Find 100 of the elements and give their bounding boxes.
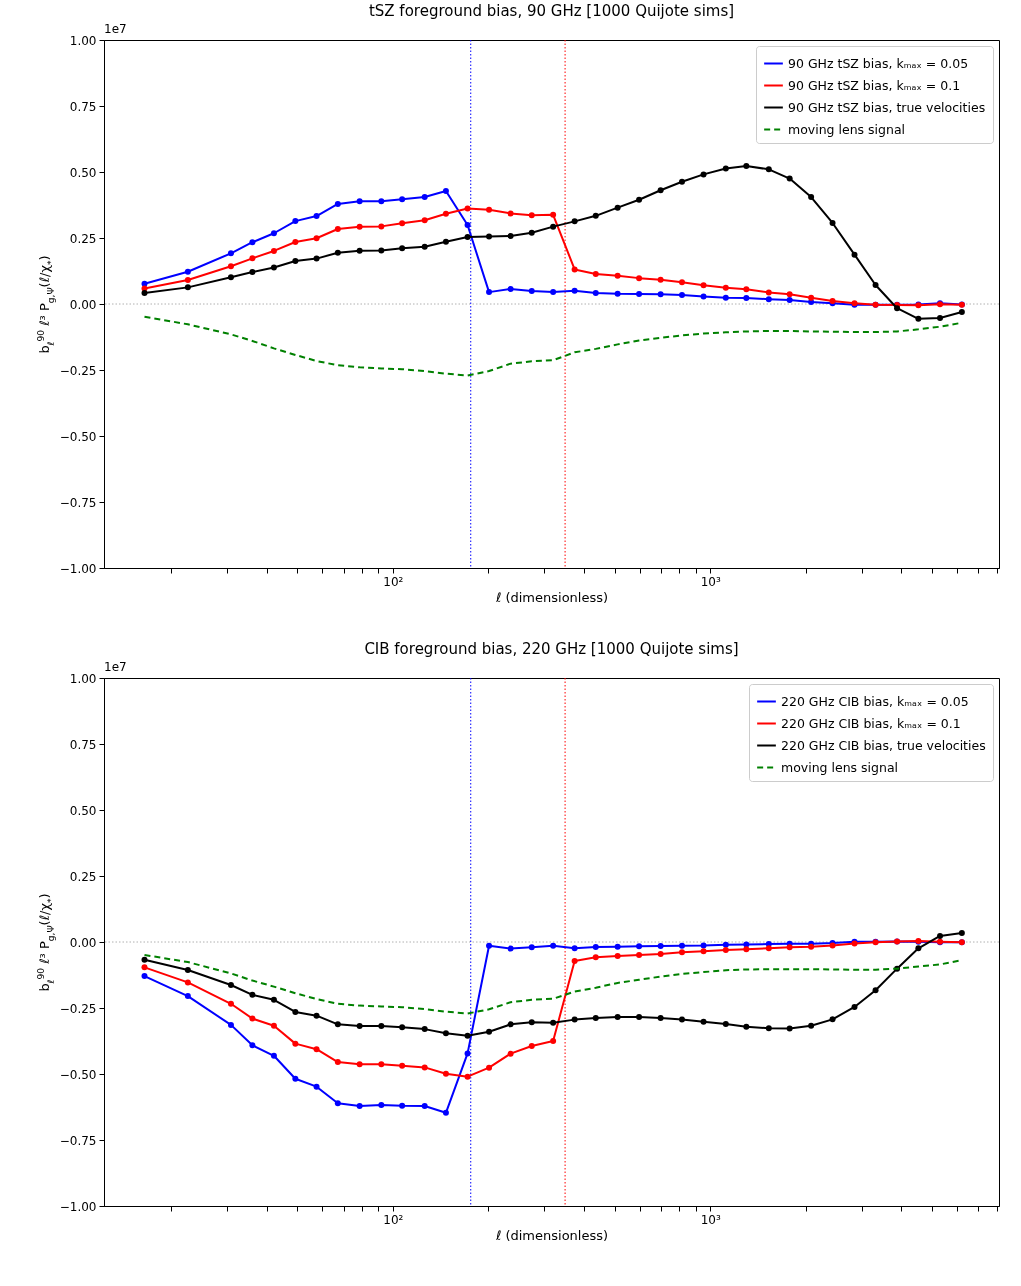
point xyxy=(486,233,493,240)
point xyxy=(614,204,621,211)
point xyxy=(743,941,750,948)
point xyxy=(592,270,599,277)
point xyxy=(528,229,535,236)
text: 1e7 xyxy=(104,22,127,36)
point xyxy=(249,1042,256,1049)
point xyxy=(657,950,664,957)
point xyxy=(829,219,836,226)
y-tick-label: 0.25 xyxy=(69,231,97,246)
point xyxy=(399,1062,406,1069)
point xyxy=(571,945,578,952)
point xyxy=(937,315,944,321)
point xyxy=(486,206,493,213)
point xyxy=(571,218,578,225)
point xyxy=(292,218,299,225)
point xyxy=(421,1064,428,1071)
point xyxy=(743,286,750,293)
point xyxy=(657,942,664,949)
point xyxy=(765,166,772,173)
point xyxy=(249,255,256,262)
point xyxy=(313,255,320,262)
legend-label: moving lens signal xyxy=(781,759,899,775)
point xyxy=(507,285,514,292)
x-axis-title: ℓ (dimensionless) xyxy=(494,589,609,605)
point xyxy=(571,1016,578,1023)
point xyxy=(378,223,385,230)
point xyxy=(614,1013,621,1020)
point xyxy=(722,294,729,301)
point xyxy=(915,945,922,952)
point xyxy=(808,294,815,301)
point xyxy=(592,954,599,961)
y-tick-label: 0.75 xyxy=(69,737,97,752)
point xyxy=(765,1025,772,1032)
point xyxy=(313,1046,320,1053)
point xyxy=(442,1070,449,1077)
point xyxy=(442,210,449,217)
point xyxy=(786,944,793,951)
point xyxy=(292,1075,299,1082)
point xyxy=(399,196,406,203)
point xyxy=(872,987,879,994)
y-tick-label: −0.50 xyxy=(59,429,97,444)
point xyxy=(507,232,514,239)
point xyxy=(550,211,557,218)
point xyxy=(249,239,256,246)
point xyxy=(421,194,428,201)
point xyxy=(636,943,643,950)
legend-label: 90 GHz tSZ bias, kₘₐₓ = 0.1 xyxy=(788,77,961,93)
point xyxy=(249,269,256,276)
legend-label: 90 GHz tSZ bias, kₘₐₓ = 0.05 xyxy=(788,55,969,71)
point xyxy=(399,1024,406,1031)
point xyxy=(270,247,277,254)
point xyxy=(399,220,406,227)
point xyxy=(399,245,406,252)
point xyxy=(486,1064,493,1071)
point xyxy=(743,294,750,301)
point xyxy=(722,941,729,948)
point xyxy=(292,257,299,264)
point xyxy=(743,946,750,953)
point xyxy=(464,222,471,229)
point xyxy=(464,1073,471,1080)
point xyxy=(958,930,965,937)
point xyxy=(270,1022,277,1029)
point xyxy=(421,1026,428,1033)
point xyxy=(937,932,944,939)
point xyxy=(486,942,493,949)
point xyxy=(334,1100,341,1107)
x-axis-title: ℓ (dimensionless) xyxy=(494,1227,609,1243)
point xyxy=(636,290,643,297)
point xyxy=(334,249,341,256)
point xyxy=(786,175,793,182)
y-tick-label: −1.00 xyxy=(59,561,97,576)
point xyxy=(722,946,729,953)
point xyxy=(571,266,578,273)
point xyxy=(851,1003,858,1010)
point xyxy=(592,1015,599,1022)
point xyxy=(592,944,599,951)
point xyxy=(356,1061,363,1068)
point xyxy=(249,991,256,998)
point xyxy=(356,247,363,254)
point xyxy=(786,297,793,304)
y-tick-label: 0.00 xyxy=(69,935,97,950)
point xyxy=(399,1102,406,1109)
point xyxy=(528,212,535,219)
y-tick-label: 0.50 xyxy=(69,165,97,180)
point xyxy=(678,178,685,185)
point xyxy=(442,1109,449,1116)
point xyxy=(765,945,772,952)
point xyxy=(378,198,385,205)
point xyxy=(442,1030,449,1037)
point xyxy=(657,291,664,298)
point xyxy=(421,1102,428,1109)
point xyxy=(571,958,578,964)
point xyxy=(227,274,234,281)
point xyxy=(657,276,664,283)
point xyxy=(722,165,729,172)
point xyxy=(571,287,578,294)
y-tick-label: −0.25 xyxy=(59,363,97,378)
point xyxy=(464,233,471,240)
point xyxy=(270,230,277,237)
